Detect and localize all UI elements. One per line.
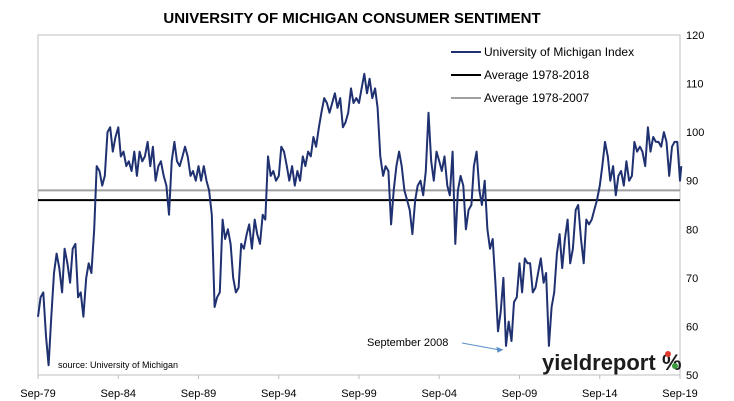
x-tick-label: Sep-79: [20, 388, 55, 400]
x-tick-label: Sep-04: [422, 388, 457, 400]
y-tick-label: 100: [686, 127, 704, 139]
series-group: [37, 72, 683, 367]
x-axis: Sep-79 Sep-84 Sep-89 Sep-94 Sep-99 Sep-04 Sep-…: [20, 375, 698, 400]
y-tick-label: 120: [686, 30, 704, 42]
series-line-university-of-michigan-index: [37, 72, 683, 367]
annotation-arrow-head: [496, 346, 504, 353]
chart-title: UNIVERSITY OF MICHIGAN CONSUMER SENTIMEN…: [163, 10, 540, 27]
y-tick-label: 90: [686, 176, 698, 188]
y-tick-label: 110: [686, 79, 704, 91]
x-tick-label: Sep-99: [341, 388, 376, 400]
logo-percent-icon: %: [662, 350, 682, 375]
x-tick-label: Sep-09: [502, 388, 537, 400]
x-tick-label: Sep-89: [181, 388, 216, 400]
y-tick-label: 60: [686, 321, 698, 333]
y-axis: 50 60 70 80 90 100 110 120: [686, 30, 704, 382]
legend-label-index: University of Michigan Index: [484, 45, 634, 59]
legend-label-avg-1978-2007: Average 1978-2007: [484, 91, 590, 105]
annotation-september-2008: September 2008: [367, 337, 504, 353]
x-tick-label: Sep-14: [582, 388, 617, 400]
y-tick-label: 50: [686, 370, 698, 382]
logo-dot-red: [665, 351, 671, 357]
x-tick-label: Sep-84: [101, 388, 136, 400]
annotation-label: September 2008: [367, 337, 448, 349]
y-tick-label: 80: [686, 224, 698, 236]
logo-dot-green: [672, 363, 678, 369]
logo-wordmark: yieldreport: [542, 350, 656, 375]
annotation-arrow-line: [461, 342, 499, 351]
source-note: source: University of Michigan: [58, 360, 178, 370]
yieldreport-logo: yieldreport %: [542, 350, 682, 375]
x-tick-label: Sep-19: [662, 388, 697, 400]
average-lines: [38, 189, 680, 202]
y-tick-label: 70: [686, 273, 698, 285]
legend-label-avg-1978-2018: Average 1978-2018: [484, 68, 590, 82]
legend: University of Michigan Index Average 197…: [451, 45, 634, 105]
x-tick-label: Sep-94: [261, 388, 296, 400]
plot-area: [37, 34, 681, 376]
